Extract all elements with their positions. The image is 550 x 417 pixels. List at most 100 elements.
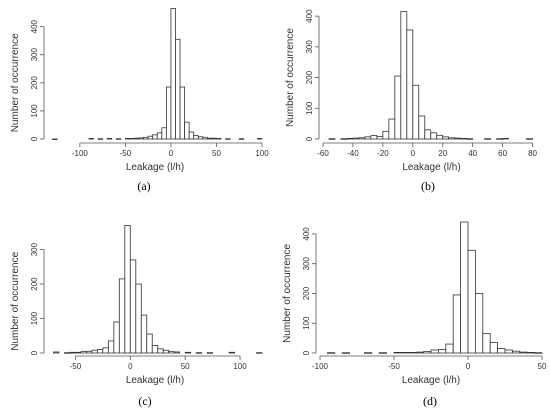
x-tick-label: -60	[317, 149, 329, 158]
x-axis-title: Leakage (l/h)	[402, 375, 460, 386]
y-tick-label: 200	[30, 76, 39, 90]
y-tick-label: 300	[302, 256, 311, 270]
y-tick-label: 300	[30, 242, 39, 256]
x-tick-label: -20	[377, 149, 389, 158]
histogram-bar	[86, 350, 93, 354]
histogram-bar	[202, 136, 208, 140]
x-axis-title: Leakage (l/h)	[126, 375, 184, 386]
histogram-bar	[91, 349, 98, 354]
x-axis-title: Leakage (l/h)	[126, 162, 184, 173]
histogram-bar	[340, 138, 348, 140]
y-tick-label: 200	[30, 277, 39, 291]
y-tick-label: 0	[30, 350, 39, 355]
x-tick-label: 100	[255, 149, 269, 158]
panel-caption: (d)	[423, 394, 437, 408]
histogram-bar	[526, 138, 533, 140]
histogram-bar	[460, 221, 469, 354]
histogram-bar	[326, 352, 336, 354]
histogram-bar	[512, 350, 521, 354]
histogram-bar	[400, 11, 408, 140]
histogram-bar	[115, 138, 122, 140]
histogram-bar	[138, 137, 145, 140]
histogram-bar	[415, 351, 425, 354]
histogram-bar	[197, 136, 204, 140]
histogram-bar	[423, 351, 432, 354]
histogram-bar	[225, 138, 231, 140]
y-tick-label: 300	[305, 40, 314, 54]
histogram-bar	[143, 136, 149, 140]
histogram-bar	[504, 349, 513, 354]
histogram-bar	[134, 137, 140, 140]
histogram-bar	[179, 86, 185, 140]
histogram-bar	[146, 333, 153, 354]
y-axis-title: Number of occurrence	[282, 244, 293, 343]
histogram-bar	[175, 38, 181, 140]
histogram-bar	[88, 138, 94, 140]
histogram-bar	[184, 121, 190, 140]
histogram-bar	[489, 342, 499, 354]
histogram-bar	[352, 137, 360, 140]
panel-d: -100 -50 0 50 0 100 200 300 400 Leakage (l/h) Numb…	[282, 221, 547, 408]
histogram-bar	[193, 135, 199, 140]
histogram-bar	[482, 333, 491, 354]
x-tick-label: -50	[388, 362, 400, 371]
x-tick-label: 80	[528, 149, 537, 158]
histogram-bar	[184, 351, 192, 354]
histogram-bar	[151, 345, 159, 354]
y-tick-label: 200	[302, 286, 311, 300]
histogram-bar	[106, 138, 113, 140]
histogram-bar	[378, 352, 388, 354]
histogram-bar	[96, 349, 104, 354]
histogram-bar	[393, 351, 402, 354]
y-tick-label: 100	[30, 311, 39, 325]
y-tick-label: 200	[305, 70, 314, 84]
histogram-bar	[534, 352, 543, 354]
histogram-bar	[135, 283, 142, 354]
x-tick-label: -50	[120, 149, 132, 158]
histogram-bar	[53, 351, 60, 354]
histogram-bar	[376, 136, 384, 140]
x-tick-label: 50	[538, 362, 547, 371]
histogram-bar	[424, 129, 432, 140]
histogram-bar	[195, 352, 203, 354]
histogram-bar	[173, 351, 181, 354]
histogram-bar	[406, 29, 414, 140]
histogram-bar	[408, 351, 417, 354]
x-tick-label: 50	[181, 362, 190, 371]
histogram-bar	[341, 352, 351, 354]
histogram-bar	[69, 351, 76, 354]
histogram-bar	[484, 138, 492, 140]
histogram-bar	[460, 137, 468, 140]
y-tick-label: 0	[302, 350, 311, 355]
histogram-bar	[162, 349, 170, 354]
histogram-bar	[370, 135, 378, 140]
x-tick-label: 100	[233, 362, 247, 371]
histogram-bar	[437, 349, 447, 354]
histogram-bar	[161, 127, 167, 140]
y-tick-label: 100	[30, 104, 39, 118]
histogram-bar	[228, 351, 235, 354]
x-tick-label: 60	[498, 149, 507, 158]
histogram-bar	[466, 138, 474, 140]
histogram-bar	[436, 134, 444, 140]
histogram-bar	[400, 351, 410, 354]
histogram-bar	[452, 294, 462, 354]
y-tick-label: 400	[30, 19, 39, 33]
histogram-bar	[107, 340, 115, 354]
histogram-bar	[216, 138, 222, 140]
x-tick-label: -50	[70, 362, 82, 371]
y-tick-label: 100	[305, 101, 314, 115]
histogram-bar	[364, 136, 372, 140]
x-tick-label: -100	[312, 362, 329, 371]
histogram-bar	[502, 137, 509, 140]
histogram-bar	[124, 225, 131, 354]
y-axis-title: Number of occurrence	[10, 251, 21, 350]
y-tick-label: 400	[305, 9, 314, 23]
histogram-bar	[238, 138, 245, 140]
histogram-bar	[75, 351, 82, 354]
panel-caption: (b)	[421, 179, 435, 193]
histogram-bar	[129, 138, 135, 140]
x-tick-label: 40	[468, 149, 477, 158]
histogram-bar	[156, 132, 163, 140]
